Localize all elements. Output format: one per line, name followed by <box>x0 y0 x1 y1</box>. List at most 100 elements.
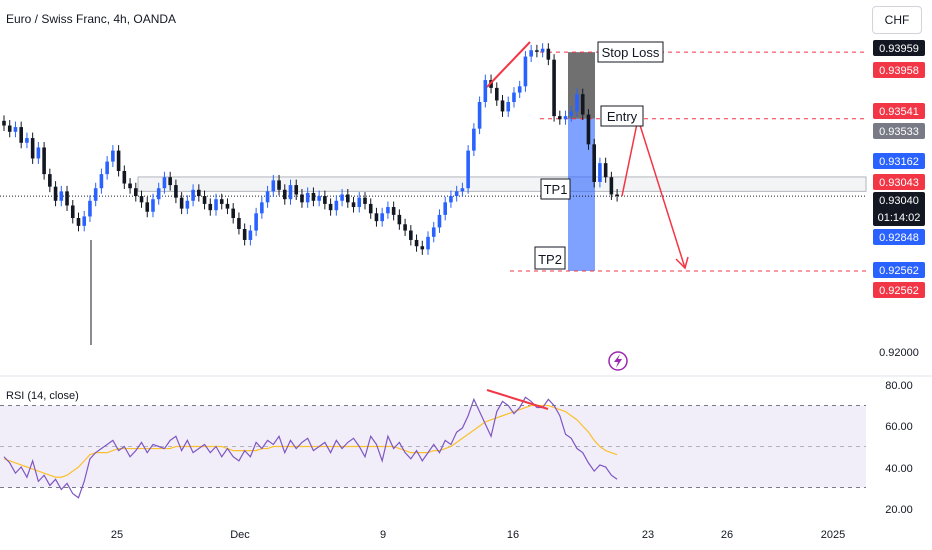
x-tick: 23 <box>642 529 654 541</box>
candle-body <box>288 185 293 200</box>
candle-body <box>443 202 448 215</box>
candle-body <box>454 191 459 197</box>
candle-body <box>609 177 614 195</box>
candle <box>128 178 132 194</box>
y-tick: 0.92000 <box>879 347 919 359</box>
candle <box>2 115 6 132</box>
candle <box>282 184 287 205</box>
candle <box>179 192 184 215</box>
candle-body <box>156 188 161 200</box>
price-label: 0.93040 01:14:02 <box>873 192 925 226</box>
candle-body <box>420 246 425 250</box>
candle-body <box>25 138 29 143</box>
candle-body <box>431 227 436 237</box>
candle-body <box>191 189 195 201</box>
candle <box>506 96 511 117</box>
price-label-text: 0.93533 <box>879 126 919 138</box>
candle <box>535 44 539 58</box>
candle <box>288 179 293 205</box>
candle-body <box>225 203 230 209</box>
candle-body <box>334 200 339 211</box>
tp1-box <box>540 178 571 200</box>
candle <box>363 192 367 210</box>
candle-body <box>391 207 396 215</box>
candle <box>466 145 470 194</box>
candle-body <box>70 205 75 219</box>
price-label: 0.93162 <box>873 153 925 169</box>
price-label: 0.93043 <box>873 174 925 190</box>
candle <box>386 201 390 219</box>
price-label: 0.93958 <box>873 62 925 78</box>
price-label-bg <box>873 123 925 139</box>
candle-body <box>426 236 430 250</box>
candle-body <box>219 199 224 204</box>
candle <box>105 156 109 180</box>
price-label-bg <box>873 192 925 226</box>
candle <box>30 132 35 164</box>
candle <box>454 185 459 202</box>
candle <box>197 184 201 202</box>
candle <box>93 182 98 207</box>
candle-body <box>122 170 127 184</box>
candle <box>317 190 321 207</box>
candle <box>414 234 419 252</box>
candle-body <box>494 87 499 101</box>
x-tick: 16 <box>507 529 519 541</box>
stop-loss-label: Stop Loss <box>602 45 660 60</box>
candle <box>586 109 591 150</box>
candle <box>609 171 614 200</box>
tp2-box <box>534 246 566 270</box>
candle <box>443 196 448 221</box>
candle <box>99 168 104 194</box>
entry-box <box>600 105 644 127</box>
stop-loss-box <box>597 41 664 63</box>
candle-body <box>552 59 556 117</box>
currency-button[interactable]: CHF <box>872 6 922 34</box>
candle <box>580 88 585 121</box>
candle <box>116 145 121 177</box>
x-tick: 26 <box>721 529 733 541</box>
candle-body <box>116 150 121 171</box>
candle <box>271 174 276 197</box>
candle <box>7 120 12 138</box>
rsi-indicator-label[interactable]: RSI (14, close) <box>6 390 79 402</box>
candle-body <box>42 147 46 175</box>
candle-body <box>323 196 327 204</box>
candle <box>242 223 247 246</box>
candle-body <box>294 185 299 195</box>
candle <box>36 141 41 164</box>
candle <box>311 187 316 207</box>
candle <box>368 198 373 219</box>
candle-body <box>133 188 138 197</box>
x-tick: 9 <box>380 529 386 541</box>
candle <box>300 189 304 208</box>
price-label-bg <box>873 229 925 245</box>
price-label-bg <box>873 103 925 119</box>
rsi-y-tick: 40.00 <box>885 463 913 475</box>
candle-body <box>563 116 568 120</box>
price-label-text: 0.93958 <box>879 65 919 77</box>
candle-body <box>580 94 585 115</box>
candle-body <box>363 197 367 204</box>
price-label: 0.93541 <box>873 103 925 119</box>
price-label-bg <box>873 62 925 78</box>
tp2-label: TP2 <box>538 252 562 267</box>
candle-body <box>380 213 384 222</box>
candle <box>494 82 499 106</box>
candle-body <box>19 127 23 143</box>
candle-body <box>162 177 167 189</box>
candle-body <box>512 92 516 103</box>
candle-body <box>569 111 574 117</box>
candle <box>483 74 488 108</box>
rsi-ma-line <box>3 404 618 478</box>
candle-body <box>93 188 98 201</box>
countdown-text: 01:14:02 <box>878 212 921 224</box>
candle-body <box>36 147 41 159</box>
price-label-text: 0.93040 <box>879 195 919 207</box>
x-tick: Dec <box>230 529 250 541</box>
candle <box>374 207 379 227</box>
candle <box>59 185 64 207</box>
candle <box>254 207 258 237</box>
price-label: 0.92562 <box>873 282 925 298</box>
